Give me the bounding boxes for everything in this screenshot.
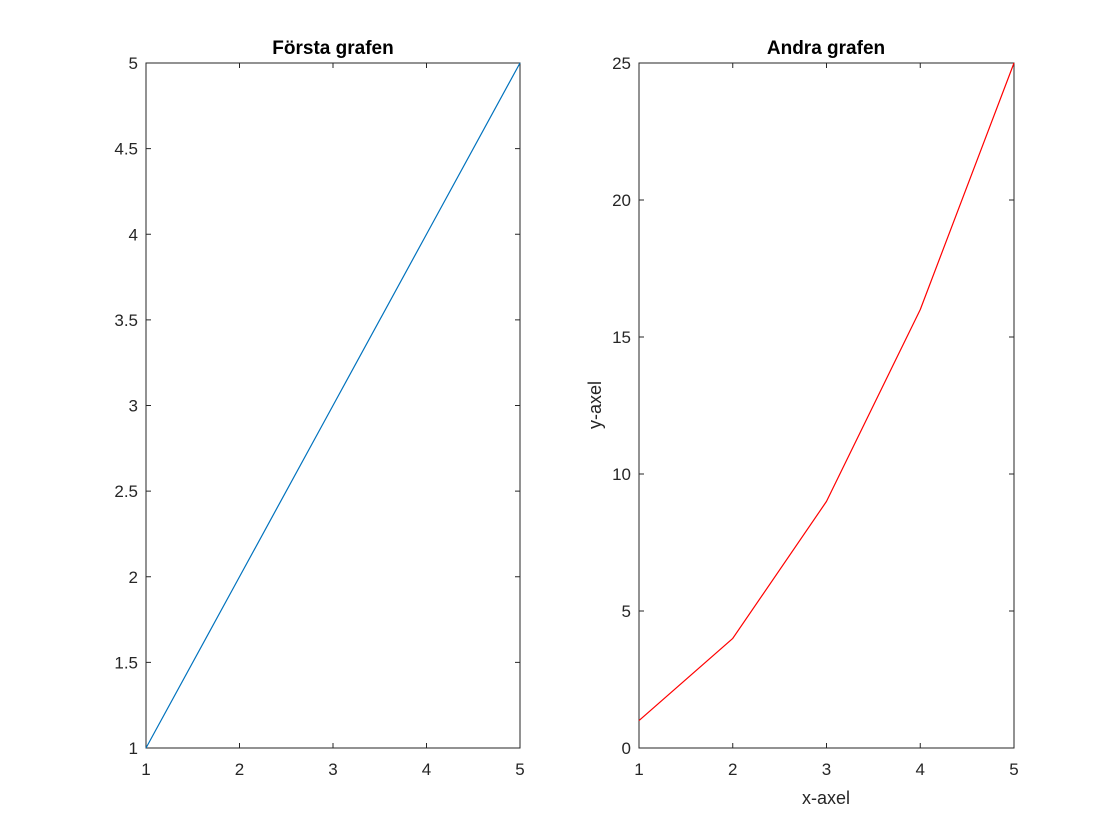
chart-title-first: Första grafen <box>272 38 393 59</box>
series-group-second <box>638 62 1015 722</box>
y-tick-label: 0 <box>622 739 631 758</box>
x-tick-label: 4 <box>422 760 431 779</box>
y-tick-label: 4 <box>129 225 138 244</box>
x-tick-label: 4 <box>916 760 925 779</box>
x-tick-label: 3 <box>822 760 831 779</box>
x-tick-label: 1 <box>141 760 150 779</box>
y-tick-label: 5 <box>622 602 631 621</box>
y-tick-label: 10 <box>612 465 631 484</box>
plot-area-second <box>638 62 1015 749</box>
y-tick-label: 2 <box>129 568 138 587</box>
y-tick-label: 2.5 <box>114 482 138 501</box>
x-tick-label: 2 <box>235 760 244 779</box>
series-line <box>145 62 521 749</box>
tick-labels-first: 1 2 3 4 5 1 1.5 2 2.5 3 3.5 4 4.5 5 <box>114 54 524 779</box>
y-tick-label: 15 <box>612 328 631 347</box>
series-line <box>638 62 1015 722</box>
x-axis-label-second: x-axel <box>802 788 850 808</box>
x-tick-label: 3 <box>328 760 337 779</box>
tick-marks-second <box>638 62 1015 749</box>
y-tick-label: 1.5 <box>114 653 138 672</box>
y-axis-label-second: y-axel <box>585 381 605 429</box>
y-tick-label: 5 <box>129 54 138 73</box>
y-tick-label: 1 <box>129 739 138 758</box>
subplot-first: 1 2 3 4 5 1 1.5 2 2.5 3 3.5 4 4.5 5 Första grafen <box>114 38 524 779</box>
chart-title-second: Andra grafen <box>767 38 885 59</box>
subplot-second: 1 2 3 4 5 0 5 10 15 20 25 Andra grafen x-axel y-ax… <box>585 38 1019 808</box>
x-tick-label: 5 <box>1009 760 1018 779</box>
y-tick-label: 3.5 <box>114 311 138 330</box>
x-tick-label: 5 <box>515 760 524 779</box>
x-tick-label: 1 <box>634 760 643 779</box>
x-tick-label: 2 <box>728 760 737 779</box>
y-tick-label: 20 <box>612 191 631 210</box>
tick-labels-second: 1 2 3 4 5 0 5 10 15 20 25 <box>612 54 1019 779</box>
series-group-first <box>145 62 521 749</box>
y-tick-label: 4.5 <box>114 140 138 159</box>
y-tick-label: 3 <box>129 397 138 416</box>
y-tick-label: 25 <box>612 54 631 73</box>
